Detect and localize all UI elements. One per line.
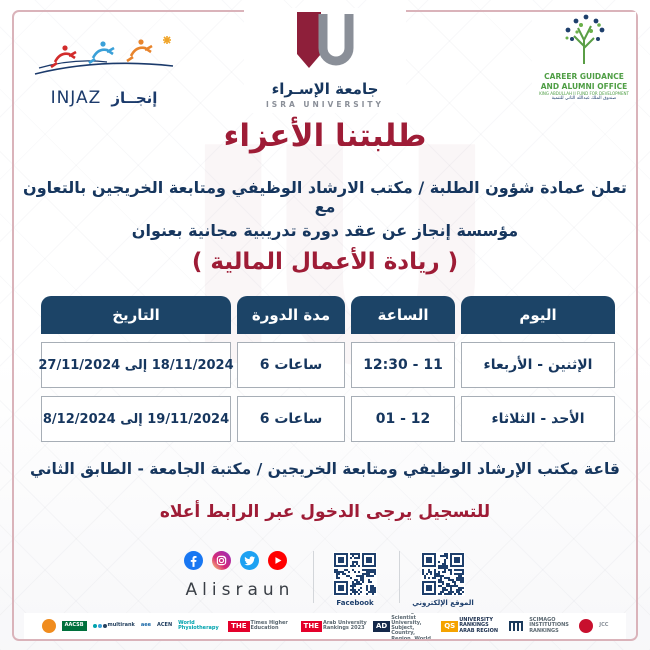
script-gray-logo: JCC — [599, 622, 609, 629]
table-header-cell: مدة الدورة — [237, 296, 345, 334]
the-arab-university-rankings-logo: THE Arab University Rankings 2023 — [300, 620, 367, 632]
announcement-line-1: تعلن عمادة شؤون الطلبة / مكتب الارشاد ال… — [23, 178, 627, 216]
registration-text: للتسجيل يرجى الدخول عبر الرابط أعلاه — [159, 502, 491, 522]
twitter-icon[interactable] — [240, 551, 259, 570]
career-office-name-line2: AND ALUMNI OFFICE — [540, 81, 628, 91]
facebook-icon[interactable] — [184, 551, 203, 570]
table-cell: 19/11/2024 إلى 8/12/2024 — [41, 396, 231, 442]
table-cell: الإثنين - الأربعاء — [461, 342, 615, 388]
announcement-line-2: مؤسسة إنجاز عن عقد دورة تدريبية مجانية ب… — [131, 221, 519, 240]
injaz-arabic-name: إنجــاز — [111, 89, 158, 107]
seal-red-logo — [579, 619, 594, 633]
ad-scientific-index-logo: ADRankings for Scientist University, Sub… — [372, 613, 435, 639]
university-latin-name: ISRA UNIVERSITY — [266, 100, 384, 109]
accreditation-logos-strip: AACSB multirank aee ACEN World Physiotherapy… — [24, 613, 626, 639]
table-cell: الأحد - الثلاثاء — [461, 396, 615, 442]
iu-monogram-icon — [297, 12, 354, 68]
career-office-logo: CAREER GUIDANCE AND ALUMNI OFFICE KING A… — [532, 12, 636, 103]
table-cell: 6 ساعات — [237, 396, 345, 442]
seal-orange-logo — [41, 619, 56, 633]
u-multirank-logo: multirank — [92, 623, 135, 628]
columns-building-logo — [509, 621, 524, 631]
website-qr-code[interactable] — [421, 552, 465, 596]
social-icons-row — [184, 551, 287, 570]
injaz-latin-name: INJAZ — [50, 88, 102, 108]
world-physiotherapy-logo: World Physiotherapy — [178, 619, 219, 631]
table-cell: 11 - 12:30 — [351, 342, 455, 388]
divider — [399, 551, 400, 603]
website-qr-label: الموقع الإلكتروني — [412, 599, 474, 607]
career-office-fund-line: KING ABDULLAH II FUND FOR DEVELOPMENT — [539, 91, 629, 97]
university-arabic-name: جامعة الإسـراء — [271, 80, 379, 98]
injaz-runners-icon — [34, 36, 174, 75]
course-title: ( ريادة الأعمال المالية ) — [191, 249, 459, 275]
table-cell: 18/11/2024 إلى 27/11/2024 — [38, 342, 234, 388]
table-cell: 12 - 01 — [351, 396, 455, 442]
table-header-cell: التاريخ — [41, 296, 231, 334]
table-header-cell: الساعة — [351, 296, 455, 334]
qs-university-rankings-logo: QS UNIVERSITY RANKINGS ARAB REGION — [441, 618, 503, 634]
isra-university-logo: جامعة الإسـراء ISRA UNIVERSITY — [244, 8, 406, 113]
aacsb-logo: AACSB — [61, 621, 87, 631]
divider — [313, 551, 314, 603]
facebook-qr-label: Facebook — [336, 599, 374, 607]
table-cell: 6 ساعات — [237, 342, 345, 388]
career-office-arabic-line: صندوق الملك عبدالله الثاني للتنمية — [551, 96, 617, 102]
the-times-higher-education-logo: THE Times Higher Education — [228, 620, 294, 632]
instagram-icon[interactable] — [212, 551, 231, 570]
injaz-logo: INJAZ إنجــاز — [26, 32, 182, 108]
acen-logo: ACEN — [156, 622, 173, 629]
career-tree-icon — [565, 14, 605, 64]
social-handle: Alisraun — [185, 580, 295, 600]
location-text: قاعة مكتب الإرشاد الوظيفي ومتابعة الخريج… — [30, 460, 620, 478]
table-header-cell: اليوم — [461, 296, 615, 334]
schedule-table: اليوم الساعة مدة الدورة التاريخ الإثنين - ال… — [35, 296, 615, 442]
page-title: طلبتنا الأعزاء — [223, 118, 427, 154]
career-office-name-line1: CAREER GUIDANCE — [544, 72, 624, 81]
youtube-icon[interactable] — [268, 551, 287, 570]
aee-logo: aee — [140, 622, 151, 629]
facebook-qr-code[interactable] — [333, 552, 377, 596]
scimago-logo: SCIMAGO INSTITUTIONS RANKINGS — [529, 617, 569, 634]
